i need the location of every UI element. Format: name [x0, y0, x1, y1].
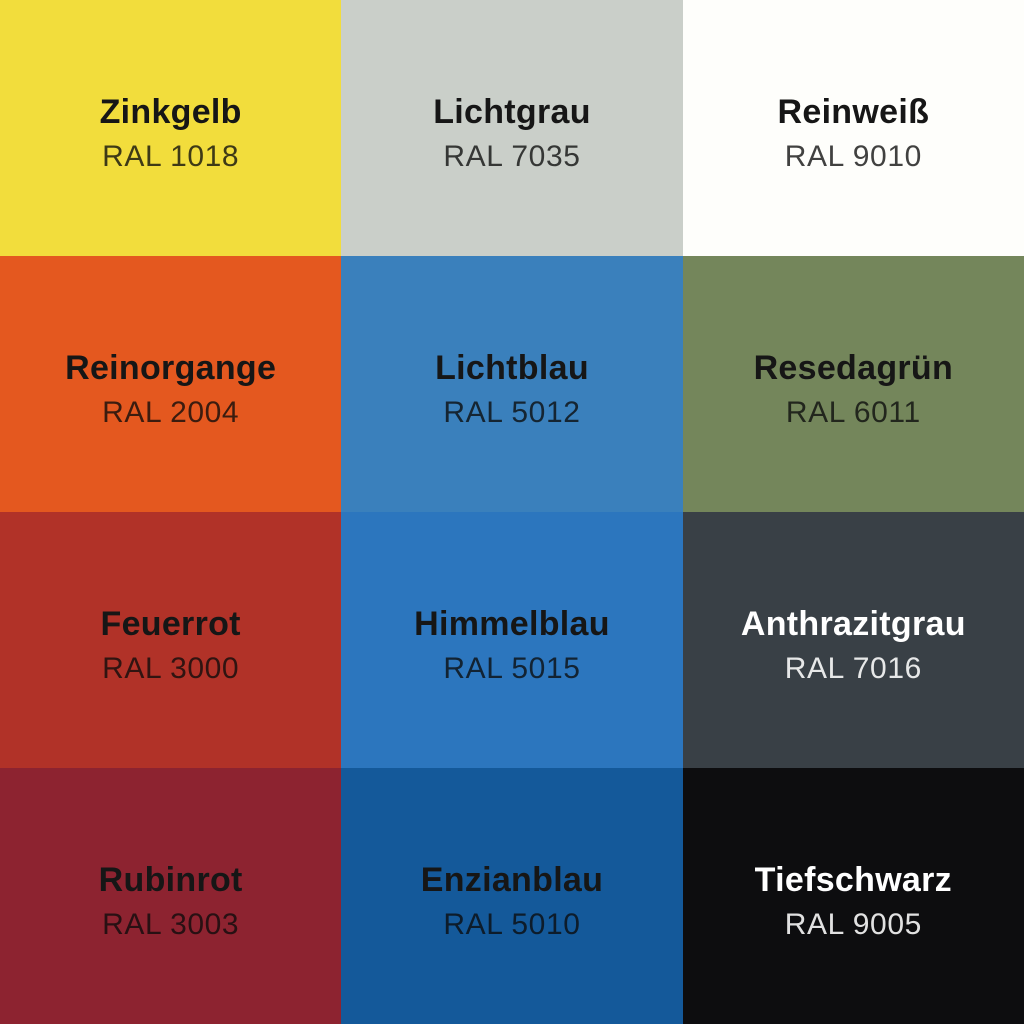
color-name: Himmelblau [414, 604, 610, 643]
ral-code: RAL 3000 [102, 651, 240, 685]
color-swatch-reinorange: Reinorgange RAL 2004 [0, 256, 342, 512]
color-name: Lichtgrau [433, 92, 591, 131]
color-name: Rubinrot [98, 860, 243, 899]
color-swatch-reinweiss: Reinweiß RAL 9010 [682, 0, 1024, 256]
color-name: Reinweiß [777, 92, 930, 131]
color-swatch-resedagruen: Resedagrün RAL 6011 [682, 256, 1024, 512]
color-swatch-lichtgrau: Lichtgrau RAL 7035 [341, 0, 683, 256]
color-swatch-rubinrot: Rubinrot RAL 3003 [0, 768, 342, 1024]
ral-code: RAL 1018 [102, 139, 240, 173]
color-swatch-himmelblau: Himmelblau RAL 5015 [341, 512, 683, 768]
ral-code: RAL 9010 [784, 139, 922, 173]
ral-code: RAL 9005 [784, 907, 922, 941]
color-name: Lichtblau [435, 348, 589, 387]
ral-code: RAL 6011 [785, 395, 921, 429]
color-swatch-feuerrot: Feuerrot RAL 3000 [0, 512, 342, 768]
color-name: Enzianblau [420, 860, 604, 899]
color-name: Feuerrot [100, 604, 241, 643]
color-name: Reinorgange [65, 348, 277, 387]
color-name: Resedagrün [753, 348, 954, 387]
color-name: Zinkgelb [99, 92, 242, 131]
color-swatch-tiefschwarz: Tiefschwarz RAL 9005 [682, 768, 1024, 1024]
ral-code: RAL 7016 [784, 651, 922, 685]
color-name: Tiefschwarz [754, 860, 952, 899]
color-name: Anthrazitgrau [740, 604, 966, 643]
ral-code: RAL 5015 [443, 651, 581, 685]
color-swatch-anthrazitgrau: Anthrazitgrau RAL 7016 [682, 512, 1024, 768]
ral-code: RAL 5012 [443, 395, 581, 429]
color-swatch-zinkgelb: Zinkgelb RAL 1018 [0, 0, 342, 256]
ral-code: RAL 2004 [102, 395, 240, 429]
color-swatch-enzianblau: Enzianblau RAL 5010 [341, 768, 683, 1024]
ral-code: RAL 3003 [102, 907, 240, 941]
color-swatch-lichtblau: Lichtblau RAL 5012 [341, 256, 683, 512]
ral-code: RAL 5010 [443, 907, 581, 941]
ral-code: RAL 7035 [443, 139, 581, 173]
